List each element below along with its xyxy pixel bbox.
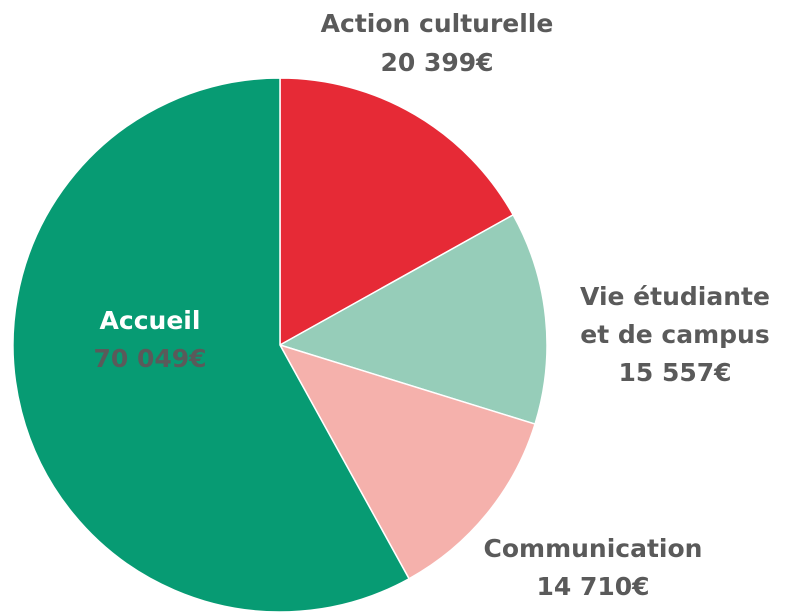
value-label: 70 049€ bbox=[93, 344, 206, 373]
value-label: 15 557€ bbox=[618, 358, 731, 387]
value-label: 20 399€ bbox=[380, 48, 493, 77]
pie-slice bbox=[279, 77, 515, 347]
category-label: Action culturelle bbox=[321, 9, 554, 38]
category-label: Vie étudiante et de campus bbox=[580, 282, 770, 349]
category-label: Accueil bbox=[100, 306, 201, 335]
category-label: Communication bbox=[484, 534, 703, 563]
value-label: 14 710€ bbox=[536, 572, 649, 601]
pie-slice bbox=[278, 343, 536, 580]
pie-slice bbox=[278, 213, 548, 426]
